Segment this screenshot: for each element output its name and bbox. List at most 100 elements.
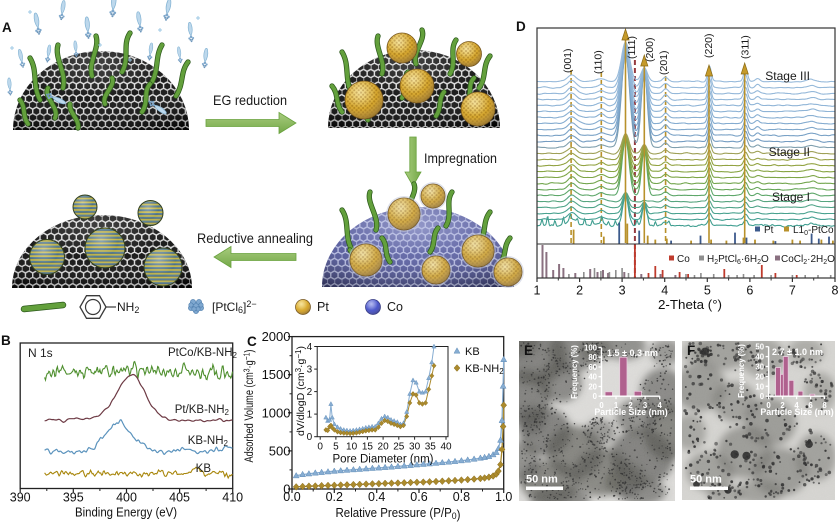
svg-text:4: 4 [794,401,799,410]
svg-text:Pt: Pt [764,225,774,236]
svg-text:1500: 1500 [262,367,291,382]
svg-text:2: 2 [628,401,633,410]
svg-text:30: 30 [409,442,421,453]
svg-text:0.6: 0.6 [410,490,427,504]
svg-text:KB: KB [196,463,212,475]
svg-text:50 nm: 50 nm [526,474,558,486]
svg-text:60: 60 [588,363,597,372]
svg-text:Pore Diameter (nm): Pore Diameter (nm) [333,454,434,466]
svg-text:395: 395 [63,491,84,505]
svg-text:E: E [524,343,533,358]
svg-text:410: 410 [222,491,243,505]
svg-text:30: 30 [755,363,764,372]
svg-text:KB-NH2: KB-NH2 [188,435,229,448]
svg-text:B: B [1,333,11,348]
svg-text:500: 500 [269,443,291,458]
svg-text:0: 0 [593,392,598,401]
svg-text:0: 0 [766,401,771,410]
svg-text:10: 10 [755,382,764,391]
svg-text:(200): (200) [644,37,656,62]
svg-text:15: 15 [362,442,374,453]
svg-text:(110): (110) [592,50,604,74]
svg-text:20: 20 [588,383,597,392]
svg-text:390: 390 [10,491,31,505]
svg-text:40: 40 [440,442,452,453]
svg-text:Frequency (%): Frequency (%) [570,345,579,399]
svg-text:Binding Energy (eV): Binding Energy (eV) [75,506,177,520]
svg-text:Co: Co [387,300,403,314]
svg-text:400: 400 [116,491,137,505]
svg-text:1: 1 [307,410,313,421]
svg-text:4: 4 [307,342,313,353]
svg-text:3: 3 [307,365,313,376]
svg-text:Pt/KB-NH2: Pt/KB-NH2 [175,404,230,417]
svg-text:6: 6 [746,284,753,298]
svg-text:Co: Co [677,254,690,265]
svg-text:1: 1 [614,401,619,410]
svg-text:20: 20 [378,442,390,453]
svg-text:Stage III: Stage III [765,69,810,83]
svg-text:(201): (201) [658,50,670,75]
svg-text:0: 0 [599,401,604,410]
svg-text:2: 2 [307,387,313,398]
svg-text:1: 1 [534,284,541,298]
svg-text:Particle Size (nm): Particle Size (nm) [760,407,833,417]
svg-text:H2PtCl6·6H2O: H2PtCl6·6H2O [707,254,769,266]
svg-text:0.8: 0.8 [453,490,470,504]
svg-text:(311): (311) [740,35,752,59]
svg-text:N 1s: N 1s [28,346,53,360]
svg-text:(001): (001) [562,48,574,73]
svg-text:405: 405 [169,491,190,505]
svg-text:2-Theta (°): 2-Theta (°) [658,297,722,312]
svg-text:0: 0 [307,432,313,443]
svg-text:dV/dlogD (cm3·g−1): dV/dlogD (cm3·g−1) [294,346,307,436]
svg-text:Pt: Pt [317,300,329,314]
svg-text:35: 35 [425,442,437,453]
svg-text:4: 4 [658,401,663,410]
svg-text:5: 5 [333,442,339,453]
svg-text:50 nm: 50 nm [690,474,722,486]
svg-text:Stage II: Stage II [769,145,810,159]
svg-text:A: A [2,20,12,35]
svg-text:KB-NH2: KB-NH2 [465,363,504,376]
svg-text:4: 4 [661,284,668,298]
svg-text:7: 7 [789,284,796,298]
svg-text:Reductive annealing: Reductive annealing [197,230,313,246]
svg-text:PtCo/KB-NH2: PtCo/KB-NH2 [168,347,238,360]
svg-text:1.0: 1.0 [495,490,512,504]
svg-text:3: 3 [619,284,626,298]
svg-text:8: 8 [832,284,839,298]
svg-text:2000: 2000 [262,329,291,344]
svg-text:2: 2 [780,401,785,410]
svg-text:40: 40 [755,353,764,362]
svg-text:(111): (111) [626,36,638,59]
svg-text:Impregnation: Impregnation [424,150,497,166]
svg-text:NH2: NH2 [117,300,139,315]
svg-text:0: 0 [317,442,323,453]
svg-text:CoCl2·2H2O: CoCl2·2H2O [781,254,835,266]
svg-text:F: F [687,343,695,358]
svg-text:0: 0 [760,392,765,401]
svg-text:3: 3 [643,401,648,410]
svg-text:80: 80 [588,353,597,362]
svg-text:8: 8 [822,401,827,410]
svg-text:Adsorbed Volume (cm3·g−1): Adsorbed Volume (cm3·g−1) [242,349,257,462]
svg-text:(220): (220) [703,33,715,58]
svg-text:20: 20 [755,372,764,381]
svg-text:1.5 ± 0.3 nm: 1.5 ± 0.3 nm [607,348,658,358]
svg-text:25: 25 [393,442,405,453]
svg-text:0: 0 [283,482,290,497]
svg-text:0.0: 0.0 [283,490,300,504]
svg-text:100: 100 [584,344,598,353]
svg-text:6: 6 [808,401,813,410]
svg-text:C: C [247,334,257,349]
svg-text:2.7 ± 1.0 nm: 2.7 ± 1.0 nm [772,347,823,357]
svg-text:50: 50 [755,343,764,352]
svg-text:Relative Pressure (P/P0): Relative Pressure (P/P0) [336,506,461,522]
svg-text:0.4: 0.4 [368,490,385,504]
svg-text:EG reduction: EG reduction [213,92,287,108]
svg-text:[PtCl6]2−: [PtCl6]2− [212,299,257,315]
svg-text:L10-PtCo: L10-PtCo [793,225,834,237]
svg-text:KB: KB [465,346,480,358]
svg-text:Frequency (%): Frequency (%) [737,344,746,398]
